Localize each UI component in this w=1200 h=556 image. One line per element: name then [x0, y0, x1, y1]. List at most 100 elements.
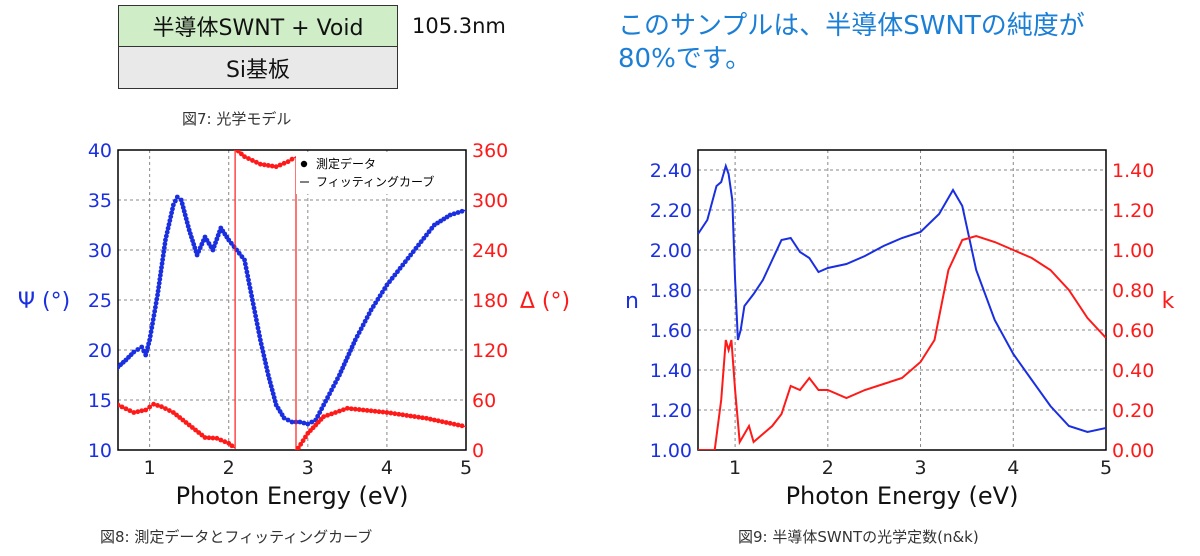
data-point: [135, 347, 141, 352]
data-point: [263, 360, 269, 366]
data-point: [242, 154, 247, 160]
data-point: [384, 282, 390, 288]
data-point: [144, 348, 150, 354]
data-point: [257, 333, 262, 339]
data-point: [337, 408, 342, 414]
data-point: [405, 255, 411, 261]
data-point: [123, 406, 129, 412]
caption-fig7: 図7: 光学モデル: [182, 110, 292, 128]
x-tick-label: 1: [729, 457, 741, 479]
data-point: [372, 408, 378, 414]
data-point: [167, 218, 173, 223]
data-point: [159, 265, 164, 270]
y-left-tick-label: 30: [88, 240, 112, 262]
data-point: [150, 317, 156, 322]
data-point: [410, 249, 416, 255]
legend-label: 測定データ: [316, 156, 376, 171]
y-right-tick-label: 0.80: [1112, 280, 1154, 302]
data-point: [382, 286, 388, 291]
data-point: [131, 349, 137, 355]
data-point: [197, 245, 203, 251]
y-left-tick-label: 25: [88, 290, 112, 312]
data-point: [157, 272, 163, 278]
data-point: [297, 419, 303, 425]
y-left-tick-label: 1.80: [650, 280, 692, 302]
data-point: [185, 223, 191, 229]
data-point: [246, 281, 252, 287]
data-point: [267, 380, 273, 385]
legend-label: フィッティングカーブ: [316, 174, 434, 189]
data-point: [375, 296, 381, 302]
data-point: [309, 419, 315, 425]
data-point: [323, 398, 329, 404]
data-point: [163, 406, 168, 412]
y-left-tick-label: 1.20: [650, 400, 692, 422]
data-point: [301, 420, 307, 426]
data-point: [404, 413, 410, 418]
x-tick-label: 3: [302, 457, 314, 479]
data-point: [429, 225, 435, 231]
data-point: [251, 305, 257, 311]
data-point: [435, 418, 441, 424]
y-left-tick-label: 1.60: [650, 320, 692, 342]
data-point: [289, 156, 295, 162]
data-point: [254, 321, 260, 327]
y-left-tick-label: 10: [88, 440, 112, 462]
layer-si-substrate: Si基板: [118, 47, 398, 89]
y-left-tick-label: 2.20: [650, 200, 692, 222]
data-point: [368, 307, 374, 313]
data-point: [327, 391, 332, 397]
y-right-tick-label: 1.20: [1112, 200, 1154, 222]
y-right-tick-label: 0.60: [1112, 320, 1154, 342]
data-point: [380, 409, 386, 415]
data-point: [202, 435, 208, 440]
y-left-tick-label: 2.40: [650, 160, 692, 182]
y-left-tick-label: 1.00: [650, 440, 692, 462]
data-point: [135, 409, 141, 415]
data-point: [201, 238, 206, 244]
data-point: [254, 317, 259, 323]
y-right-tick-label: 60: [472, 390, 496, 412]
data-point: [455, 422, 461, 428]
y-right-tick-label: 240: [472, 240, 508, 262]
data-point: [281, 160, 287, 166]
data-point: [178, 197, 184, 203]
data-point: [368, 408, 374, 414]
y-right-tick-label: 1.40: [1112, 160, 1154, 182]
data-point: [400, 412, 406, 418]
data-point: [168, 214, 174, 220]
data-point: [397, 265, 403, 271]
data-point: [459, 208, 465, 214]
data-point: [119, 404, 125, 410]
data-point: [428, 416, 433, 422]
x-tick-label: 5: [1100, 457, 1112, 479]
data-point: [271, 395, 277, 400]
data-point: [213, 240, 218, 246]
data-point: [261, 353, 267, 358]
data-point: [321, 414, 327, 420]
y-right-tick-label: 1.00: [1112, 240, 1154, 262]
data-point: [285, 159, 291, 165]
series-a-1: [118, 150, 466, 450]
data-point: [153, 300, 159, 306]
x-tick-label: 3: [914, 457, 926, 479]
data-point: [181, 208, 187, 214]
data-point: [152, 308, 158, 314]
data-point: [265, 163, 271, 168]
x-tick-label: 4: [1007, 457, 1019, 479]
y-right-tick-label: 300: [472, 190, 508, 212]
data-point: [362, 318, 368, 324]
data-point: [170, 202, 176, 208]
data-point: [325, 412, 330, 418]
data-point: [400, 262, 406, 268]
data-point: [253, 313, 259, 319]
data-point: [261, 162, 267, 168]
x-tick-label: 1: [144, 457, 156, 479]
legend-marker-dot: [300, 160, 308, 168]
data-point: [143, 407, 149, 413]
data-point: [356, 330, 362, 335]
data-point: [264, 368, 270, 374]
data-point: [152, 304, 158, 310]
layer-thickness: 105.3nm: [412, 14, 506, 38]
data-point: [156, 280, 162, 286]
